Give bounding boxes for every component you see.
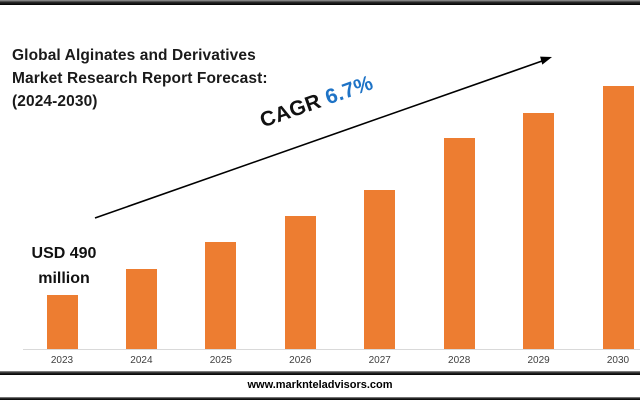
cagr-annotation-value: 6.7% [322,71,377,110]
x-tick-label-2029: 2029 [527,355,550,366]
x-axis-line [23,348,640,350]
cagr-annotation: CAGR 6.7% [257,71,377,133]
chart-title-line3: (2024-2030) [12,93,98,110]
chart-title-line1: Global Alginates and Derivatives [12,47,256,64]
bar-2029 [523,113,555,349]
bar-2026 [284,216,316,349]
bar-2024 [125,269,157,349]
x-tick-label-2023: 2023 [50,355,74,366]
x-tick-label-2024: 2024 [130,355,153,366]
trend-arrow-head [540,56,552,65]
bar-2023 [46,295,78,349]
footer-divider-bar [0,370,640,375]
bar-2025 [205,242,237,349]
footer-website-url: www.marknteladvisors.com [247,379,393,391]
x-tick-label-2026: 2026 [289,355,312,366]
bar-2027 [364,190,396,349]
start-value-line1: USD 490 [31,245,97,262]
x-tick-label-2030: 2030 [606,355,630,366]
x-tick-label-2028: 2028 [448,355,471,366]
top-border-bar [0,0,640,5]
chart-title-line2: Market Research Report Forecast: [12,70,268,87]
start-value-annotation: USD 490 million [21,241,107,291]
x-tick-label-2025: 2025 [209,355,232,366]
bottom-border-bar [0,397,640,400]
x-tick-label-2027: 2027 [368,355,391,366]
bar-2030 [602,86,634,349]
chart-title: Global Alginates and Derivatives Market … [12,44,268,113]
bar-2028 [443,138,475,349]
start-value-line2: million [38,270,90,287]
